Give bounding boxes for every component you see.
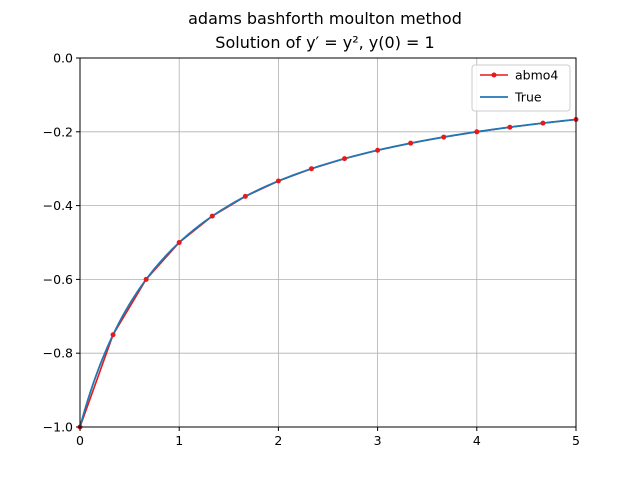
legend-marker-abmo4 (491, 72, 497, 78)
data-point-abmo4 (242, 193, 248, 199)
y-axis: 0.0 −0.2 −0.4 −0.6 −0.8 −1.0 (43, 51, 80, 435)
data-point-abmo4 (474, 129, 480, 135)
x-axis: 0 1 2 3 4 5 (76, 427, 580, 448)
y-tick-label: −0.4 (43, 198, 73, 213)
x-tick-label: 2 (274, 433, 282, 448)
chart-subtitle: Solution of y′ = y², y(0) = 1 (215, 33, 434, 52)
data-point-abmo4 (342, 156, 348, 162)
data-point-abmo4 (143, 276, 149, 282)
grid (79, 57, 577, 428)
data-point-abmo4 (275, 178, 281, 184)
series-line-abmo4 (79, 118, 577, 428)
x-tick-label: 1 (175, 433, 183, 448)
y-tick-label: −0.6 (43, 272, 73, 287)
x-tick-label: 5 (572, 433, 580, 448)
x-tick-label: 3 (374, 433, 382, 448)
axes-frame (79, 57, 577, 428)
data-point-abmo4 (176, 240, 182, 245)
data-point-abmo4 (540, 120, 546, 126)
data-point-abmo4 (110, 332, 116, 338)
plot-area (77, 117, 579, 430)
legend-label-true: True (514, 90, 542, 105)
x-tick-label: 0 (76, 433, 84, 448)
y-tick-label: −0.2 (43, 124, 73, 139)
data-point-abmo4 (408, 140, 414, 146)
y-tick-label: 0.0 (53, 51, 73, 66)
series-line-true (79, 118, 577, 428)
data-point-abmo4 (209, 213, 215, 219)
legend-label-abmo4: abmo4 (515, 68, 558, 83)
data-point-abmo4 (507, 124, 513, 130)
chart-title: adams bashforth moulton method (188, 9, 462, 28)
legend: abmo4 True (471, 64, 571, 112)
data-point-abmo4 (441, 134, 447, 140)
y-tick-label: −1.0 (43, 420, 73, 435)
x-tick-label: 4 (473, 433, 481, 448)
data-point-abmo4 (308, 166, 314, 172)
data-point-abmo4 (375, 147, 381, 153)
y-tick-label: −0.8 (43, 346, 73, 361)
legend-frame (471, 64, 571, 112)
